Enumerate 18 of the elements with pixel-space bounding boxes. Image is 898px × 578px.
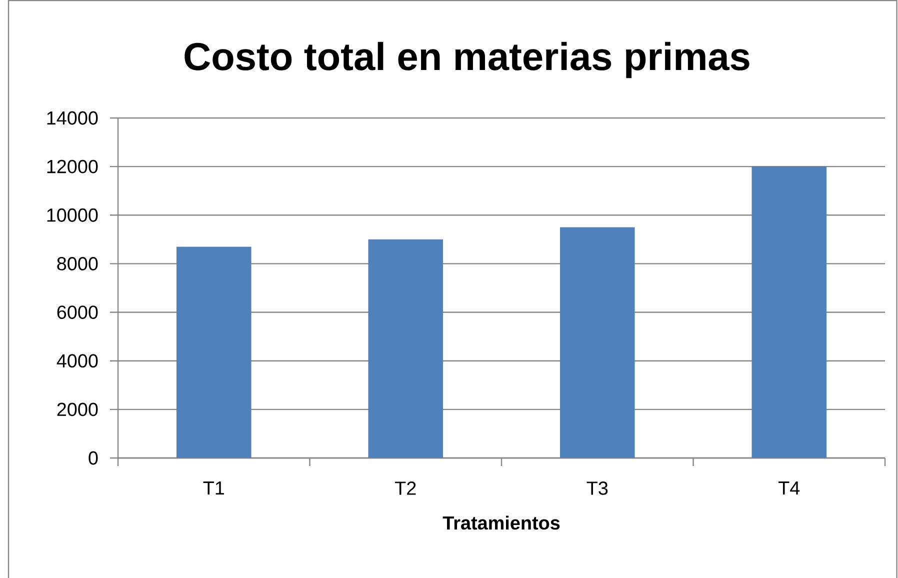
x-tick-label: T4 — [778, 482, 800, 495]
x-axis-title: Tratamientos — [442, 516, 560, 530]
y-tick-label: 6000 — [57, 306, 98, 319]
bar — [560, 227, 635, 458]
bar — [368, 239, 444, 458]
y-tick-label: 2000 — [57, 402, 98, 416]
bar — [176, 246, 252, 458]
y-tick-label: 14000 — [47, 111, 98, 125]
x-tick-label: T2 — [395, 482, 416, 495]
x-tick-label: T1 — [203, 482, 224, 495]
y-tick-label: 4000 — [56, 354, 98, 368]
y-tick-label: 0 — [88, 451, 98, 465]
y-tick-label: 12000 — [47, 160, 98, 174]
x-tick-label: T3 — [586, 482, 608, 495]
y-tick-label: 8000 — [57, 257, 98, 270]
y-tick-label: 10000 — [47, 208, 98, 222]
chart-title: Costo total en materias primas — [184, 42, 750, 78]
bar — [752, 166, 827, 458]
